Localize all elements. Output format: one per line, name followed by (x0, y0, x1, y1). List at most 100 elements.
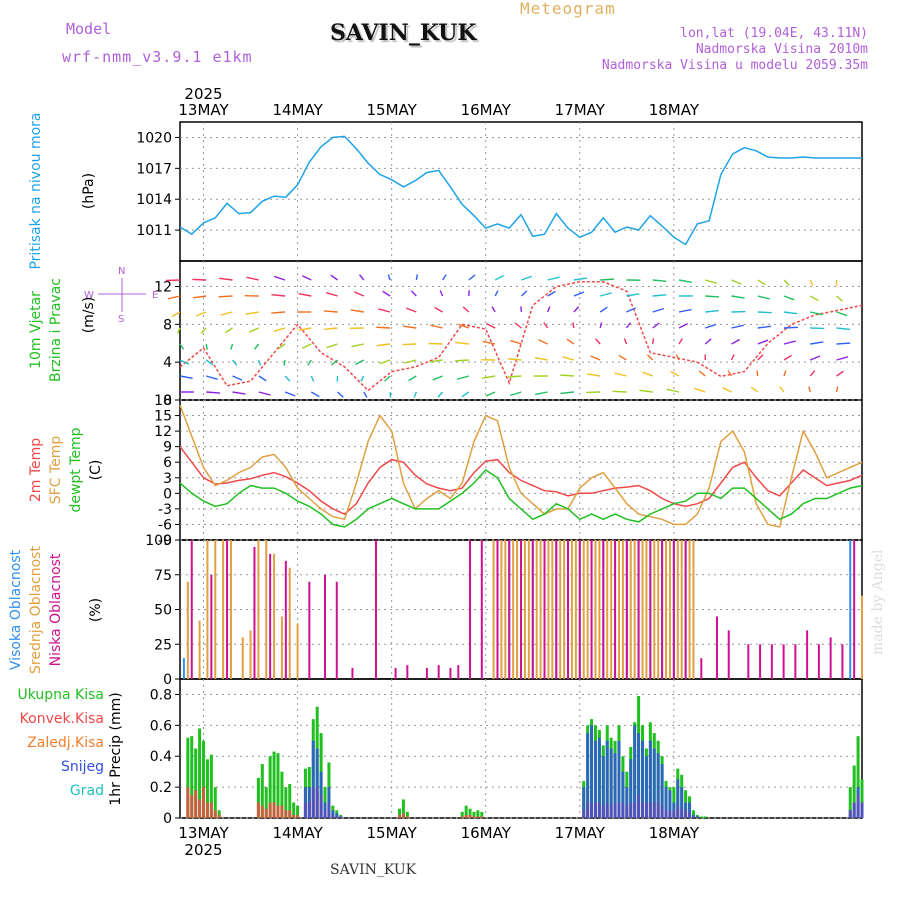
precip-bar (593, 740, 597, 818)
precip-bar (852, 802, 856, 818)
wind-arrow (232, 375, 243, 381)
precip-bar (848, 810, 852, 818)
wind-arrow (810, 311, 823, 316)
wind-arrow (330, 359, 339, 366)
wind-arrow (167, 295, 181, 300)
wind-ytick-label: 4 (163, 355, 172, 371)
wind-arrow (485, 391, 496, 397)
day-label-top: 17MAY (555, 101, 606, 119)
clouds-ytick-label: 75 (154, 568, 172, 584)
precip-legend-item: Grad (70, 783, 104, 799)
precip-bar (327, 787, 331, 818)
precip-bar (319, 771, 323, 818)
precip-bar (190, 794, 194, 818)
temp-ylabel-2m: 2m Temp (28, 438, 44, 502)
wind-arrow (573, 306, 580, 313)
cloud-ylabel-mid: Srednja Oblacnost (28, 546, 44, 674)
precip-bar (272, 802, 276, 818)
precip-bar (668, 790, 672, 818)
wind-arrow (360, 375, 365, 382)
wind-ylabel-2: Brzina i Pravac (48, 278, 64, 382)
wind-arrow (408, 375, 417, 382)
wind-arrow (507, 358, 522, 361)
day-label-bottom: 17MAY (555, 824, 606, 842)
temperature-ytick-label: 0 (163, 486, 172, 502)
precip-bar (198, 799, 202, 818)
wind-arrow (192, 278, 207, 281)
wind-arrow (731, 295, 745, 299)
precip-bar (205, 759, 209, 818)
precip-bar (582, 787, 586, 818)
wind-arrow (652, 322, 660, 329)
temperature-ytick-label: 9 (163, 440, 172, 456)
wind-arrow (666, 388, 680, 393)
wind-arrow (757, 279, 766, 286)
wind-arrow (547, 306, 551, 313)
wind-arrow (646, 354, 654, 361)
day-label-bottom: 14MAY (272, 824, 323, 842)
wind-arrow (410, 290, 417, 297)
wind-arrow (323, 310, 338, 313)
precip-bar (644, 756, 648, 818)
year-label-bottom: 2025 (184, 841, 222, 859)
pressure-frame (179, 121, 863, 262)
wind-speed-line (179, 281, 863, 392)
precip-bar (280, 805, 284, 818)
wind-arrow (704, 338, 712, 345)
precip-ytick-label: 0.6 (150, 718, 172, 734)
model-run: wrf-nmm_v3.9.1 e1km (62, 48, 253, 66)
wind-arrow (783, 311, 798, 315)
wind-arrow (458, 323, 470, 329)
altitude-label: Nadmorska Visina 2010m (695, 42, 868, 57)
pressure-ytick-label: 1017 (136, 161, 172, 177)
precip-bar (476, 816, 480, 818)
wind-arrow (224, 327, 233, 334)
precip-bar (190, 736, 194, 818)
wind-arrow (599, 306, 608, 313)
precip-bar (856, 736, 860, 818)
temp-line-sfc-temp (179, 404, 863, 528)
day-label-top: 15MAY (367, 101, 418, 119)
wind-arrow (195, 311, 207, 317)
compass-w: W (84, 290, 94, 301)
precip-bar (464, 805, 468, 818)
wind-arrow (678, 308, 692, 313)
precip-bar (641, 740, 645, 818)
precip-bar (256, 777, 260, 818)
wind-arrow (402, 343, 417, 346)
wind-arrow (626, 293, 640, 297)
precip-bar (703, 816, 707, 818)
precip-legend-item: Zaledj.Kisa (27, 735, 104, 751)
wind-arrow (534, 357, 548, 361)
wind-arrow (461, 391, 470, 398)
wind-arrow (652, 279, 667, 282)
temperature-ytick-label: 3 (163, 471, 172, 487)
precip-bar (260, 763, 264, 818)
wind-arrow (510, 339, 522, 345)
wind-arrow (354, 291, 365, 297)
wind-arrow (482, 375, 496, 379)
wind-arrow (482, 340, 496, 345)
precip-bar (848, 787, 852, 818)
precip-bar (464, 814, 468, 818)
wind-arrow (625, 322, 632, 329)
wind-arrow (284, 375, 291, 382)
wind-arrow (248, 327, 260, 333)
wind-arrow (783, 279, 790, 286)
wind-arrow (231, 359, 238, 366)
wind-arrow (307, 359, 312, 366)
wind-arrow (678, 323, 689, 329)
wind-arrow (494, 290, 499, 297)
precip-bar (460, 811, 464, 818)
precip-bar (648, 740, 652, 818)
temperature-ytick-label: 15 (154, 409, 172, 425)
precip-bar (397, 814, 401, 818)
wind-arrow (486, 322, 496, 329)
precip-bar (288, 810, 292, 818)
precip-bar (480, 816, 484, 818)
wind-arrow (543, 322, 549, 329)
precip-bar (213, 787, 217, 818)
precip-bar (699, 816, 703, 818)
wind-arrow (404, 359, 417, 364)
wind-arrow (379, 359, 391, 365)
